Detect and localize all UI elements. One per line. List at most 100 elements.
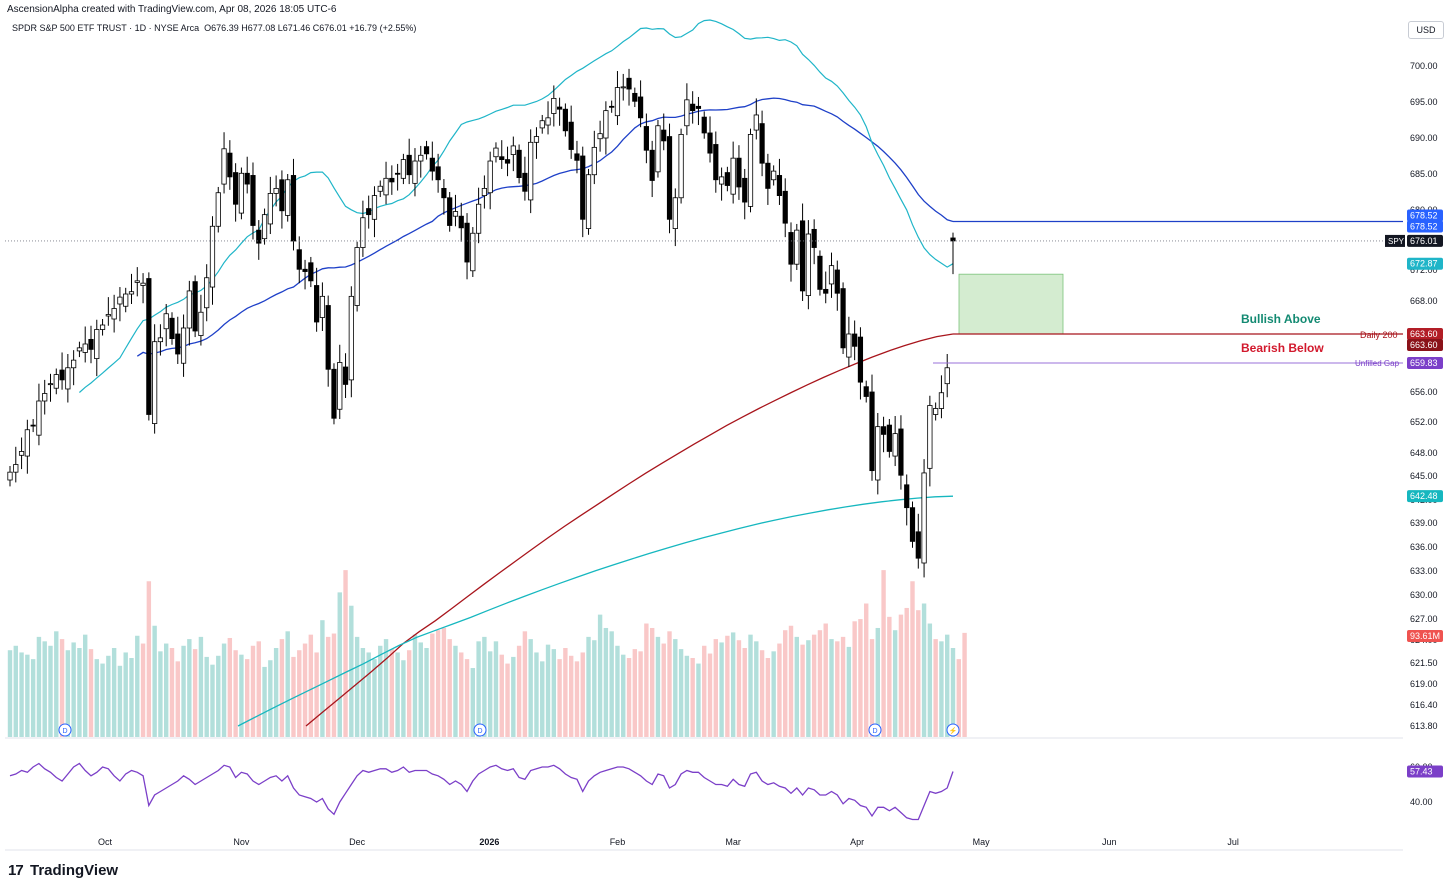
volume-bar: [135, 635, 140, 737]
candle-body: [76, 347, 83, 352]
time-tick-label: Apr: [850, 837, 864, 847]
candle-body: [209, 225, 216, 288]
volume-bar: [378, 645, 383, 737]
candle-body: [759, 123, 765, 164]
price-tick-label: 685.00: [1410, 169, 1438, 179]
volume-bar: [638, 651, 643, 737]
bullish-zone-rect[interactable]: [958, 273, 1064, 335]
ma100-line: [237, 495, 954, 727]
volume-bar: [522, 631, 528, 737]
event-marker-letter: D: [872, 728, 877, 735]
volume-bar: [788, 625, 794, 737]
volume-bar: [887, 616, 892, 737]
volume-bar: [690, 658, 695, 737]
candle-body: [94, 329, 100, 360]
candle-body: [765, 162, 771, 189]
volume-bar: [875, 627, 880, 737]
candle-body: [261, 214, 268, 240]
time-tick-label: 2026: [479, 837, 499, 847]
volume-bar: [603, 627, 609, 737]
candle-body: [238, 172, 245, 214]
volume-bar: [117, 665, 123, 737]
candle-body: [377, 185, 383, 192]
volume-bar: [852, 621, 857, 737]
candle-body: [875, 426, 881, 481]
symbol-interval[interactable]: 1D: [134, 23, 147, 33]
volume-bar: [557, 659, 562, 737]
volume-bar: [239, 654, 244, 737]
volume-bar: [725, 635, 730, 737]
ma50-price-tag-2-bg: [1407, 220, 1443, 233]
axis-layer: 700.00 695.00 690.00 685.00 680.00 672.00 668.…: [5, 61, 1443, 851]
volume-bar: [297, 650, 302, 737]
tradingview-logo: 17 TradingView: [8, 862, 118, 879]
volume-bar: [7, 650, 13, 737]
volume-bar: [412, 634, 418, 737]
volume-bar: [927, 623, 933, 737]
volume-bar: [441, 627, 447, 737]
volume-bar: [216, 655, 221, 737]
gap-price-tag-bg: [1407, 357, 1443, 369]
volume-tag-bg: [1407, 630, 1443, 642]
volume-bar: [349, 605, 354, 737]
volume-bar: [962, 632, 967, 737]
volume-bar: [65, 650, 71, 737]
candle-body: [244, 172, 250, 185]
price-tick-label: 633.00: [1410, 566, 1438, 576]
candle-body: [175, 333, 181, 355]
price-tick-label: 668.00: [1410, 296, 1438, 306]
volume-bar: [59, 639, 65, 737]
candle-body: [140, 282, 146, 286]
candle-body: [487, 160, 493, 194]
event-marker-icon[interactable]: [473, 723, 487, 737]
volume-bar: [609, 631, 614, 737]
volume-bar: [730, 632, 736, 737]
candle-body: [169, 317, 175, 340]
candle-body: [643, 126, 649, 151]
currency-button[interactable]: USD: [1408, 21, 1444, 39]
bullish-above-label: Bullish Above: [1241, 312, 1321, 326]
candle-body: [65, 367, 71, 390]
candle-body: [279, 179, 285, 212]
rsi-tag-bg: [1407, 765, 1443, 778]
candle-body: [950, 237, 956, 242]
candle-body: [412, 160, 418, 184]
volume-bar: [534, 652, 539, 737]
symbol-name[interactable]: SPDR S&P 500 ETF TRUST: [12, 23, 127, 33]
candle-body: [302, 268, 308, 272]
volume-bar: [158, 651, 163, 737]
volume-bar: [181, 645, 186, 737]
volume-bar: [36, 636, 42, 737]
time-tick-label: Oct: [98, 837, 113, 847]
candle-body: [811, 228, 817, 248]
candle-body: [898, 428, 904, 476]
candle-body: [904, 484, 910, 509]
candle-body: [152, 341, 158, 424]
volume-bar: [684, 655, 690, 737]
candle-body: [418, 154, 424, 162]
volume-bar: [71, 642, 76, 737]
candle-body: [585, 174, 592, 230]
candle-body: [348, 295, 354, 381]
event-marker-icon[interactable]: [946, 723, 960, 737]
candle-body: [938, 392, 945, 409]
candle-body: [528, 141, 534, 201]
volume-bar: [719, 642, 724, 737]
volume-bar: [869, 639, 875, 737]
ma50-line: [136, 97, 954, 357]
volume-bar: [580, 652, 585, 737]
volume-bar: [302, 643, 308, 737]
volume-bar: [858, 619, 863, 737]
candle-body: [360, 217, 366, 248]
volume-bar: [759, 650, 765, 737]
volume-bar: [418, 642, 423, 737]
candle-body: [111, 308, 117, 320]
event-marker-icon[interactable]: [868, 723, 882, 737]
volume-bar: [459, 652, 464, 737]
event-marker-icon[interactable]: [58, 723, 72, 737]
ohlc-values: O676.39 H677.08 L671.46 C676.01 +16.79 (…: [204, 23, 417, 33]
volume-bar: [794, 636, 799, 737]
ma200-line: [305, 333, 954, 727]
time-tick-label: Feb: [610, 837, 626, 847]
